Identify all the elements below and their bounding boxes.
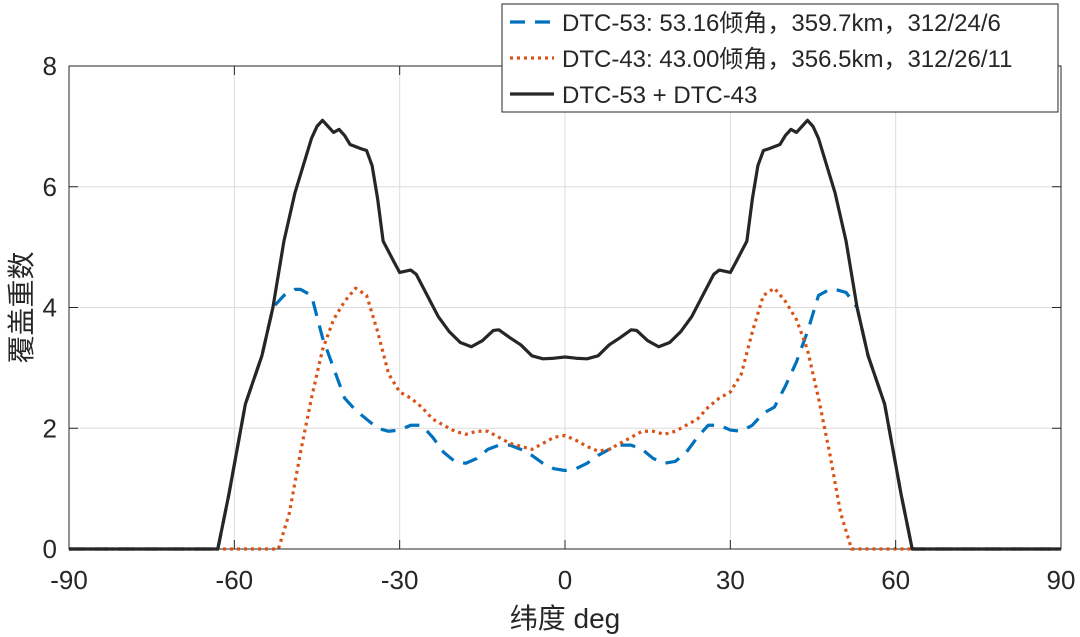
y-tick-label: 6 [43, 172, 57, 202]
series-line-1 [69, 286, 1061, 551]
y-tick-label: 2 [43, 413, 57, 443]
y-axis-label: 覆盖重数 [6, 251, 37, 363]
x-tick-label: -30 [381, 565, 419, 595]
axis-ticks: -90 -60 -30 0 30 60 90 0 2 4 6 8 [43, 51, 1076, 595]
series-layer [69, 118, 1061, 551]
legend-entry-label: DTC-53 + DTC-43 [562, 82, 757, 109]
legend-entry-label: DTC-43: 43.00倾角，356.5km，312/26/11 [562, 46, 1012, 73]
x-tick-label: 0 [558, 565, 572, 595]
y-tick-label: 8 [43, 51, 57, 81]
x-tick-label: -90 [50, 565, 88, 595]
y-tick-label: 4 [43, 293, 57, 323]
series-line-0 [69, 287, 1061, 551]
legend: DTC-53: 53.16倾角，359.7km，312/24/6 DTC-43: … [501, 3, 1059, 113]
x-axis-label: 纬度 deg [510, 603, 621, 634]
x-tick-label: 90 [1047, 565, 1076, 595]
x-tick-label: 30 [716, 565, 745, 595]
legend-entry-label: DTC-53: 53.16倾角，359.7km，312/24/6 [562, 10, 1001, 37]
x-tick-label: 60 [881, 565, 910, 595]
series-line-2 [69, 118, 1061, 551]
x-tick-label: -60 [216, 565, 254, 595]
legend-box [501, 3, 1059, 113]
y-tick-label: 0 [43, 534, 57, 564]
